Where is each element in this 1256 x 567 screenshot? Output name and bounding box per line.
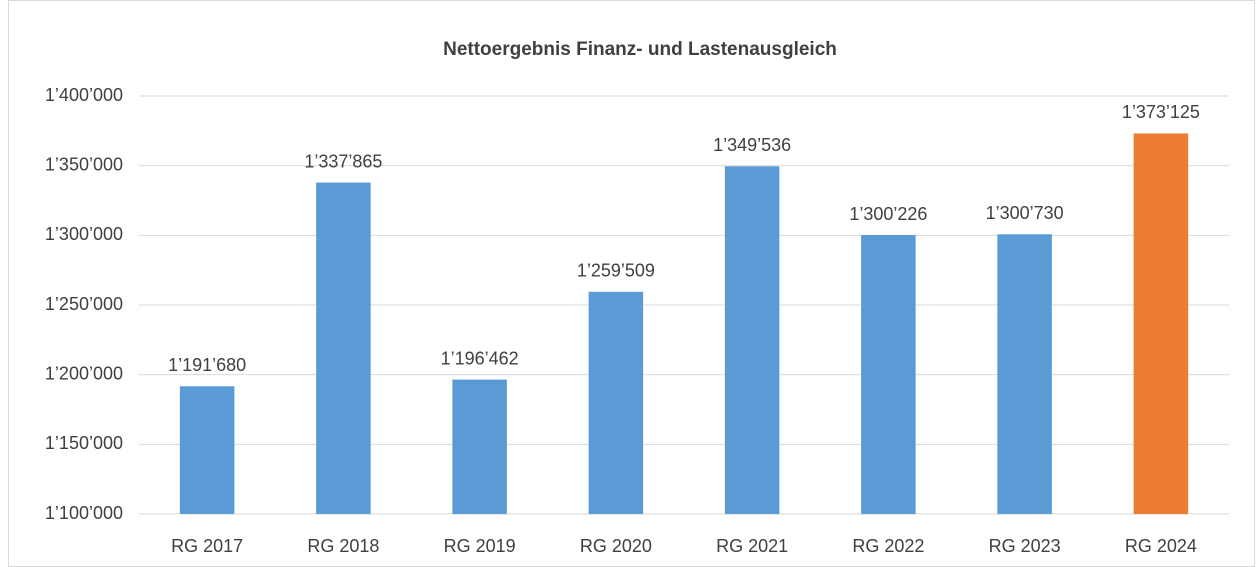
value-label: 1’337’865 — [304, 151, 382, 171]
value-label: 1’349’536 — [713, 135, 791, 155]
bar — [1133, 133, 1189, 514]
y-tick-label: 1’100’000 — [45, 503, 123, 523]
y-tick-label: 1’300’000 — [45, 224, 123, 244]
bar — [861, 235, 916, 514]
x-tick-label: RG 2024 — [1125, 536, 1197, 556]
x-tick-label: RG 2018 — [307, 536, 379, 556]
y-tick-label: 1’350’000 — [45, 154, 123, 174]
bar — [452, 379, 507, 514]
y-tick-label: 1’250’000 — [45, 294, 123, 314]
y-tick-label: 1’200’000 — [45, 363, 123, 383]
value-label: 1’300’226 — [849, 204, 927, 224]
y-tick-label: 1’400’000 — [45, 85, 123, 105]
bar — [588, 291, 644, 514]
bar — [997, 234, 1052, 514]
value-label: 1’373’125 — [1122, 102, 1200, 122]
y-tick-label: 1’150’000 — [45, 433, 123, 453]
value-label: 1’259’509 — [577, 261, 655, 281]
bar — [316, 182, 371, 514]
bar — [724, 166, 780, 514]
x-tick-label: RG 2017 — [171, 536, 243, 556]
x-tick-label: RG 2021 — [716, 536, 788, 556]
x-tick-label: RG 2023 — [989, 536, 1061, 556]
value-label: 1’300’730 — [986, 203, 1064, 223]
value-label: 1’196’462 — [441, 348, 519, 368]
x-tick-label: RG 2022 — [852, 536, 924, 556]
x-tick-label: RG 2020 — [580, 536, 652, 556]
bar — [179, 386, 235, 514]
chart-title: Nettoergebnis Finanz- und Lastenausgleic… — [443, 39, 837, 60]
x-tick-label: RG 2019 — [444, 536, 516, 556]
value-label: 1’191’680 — [168, 355, 246, 375]
